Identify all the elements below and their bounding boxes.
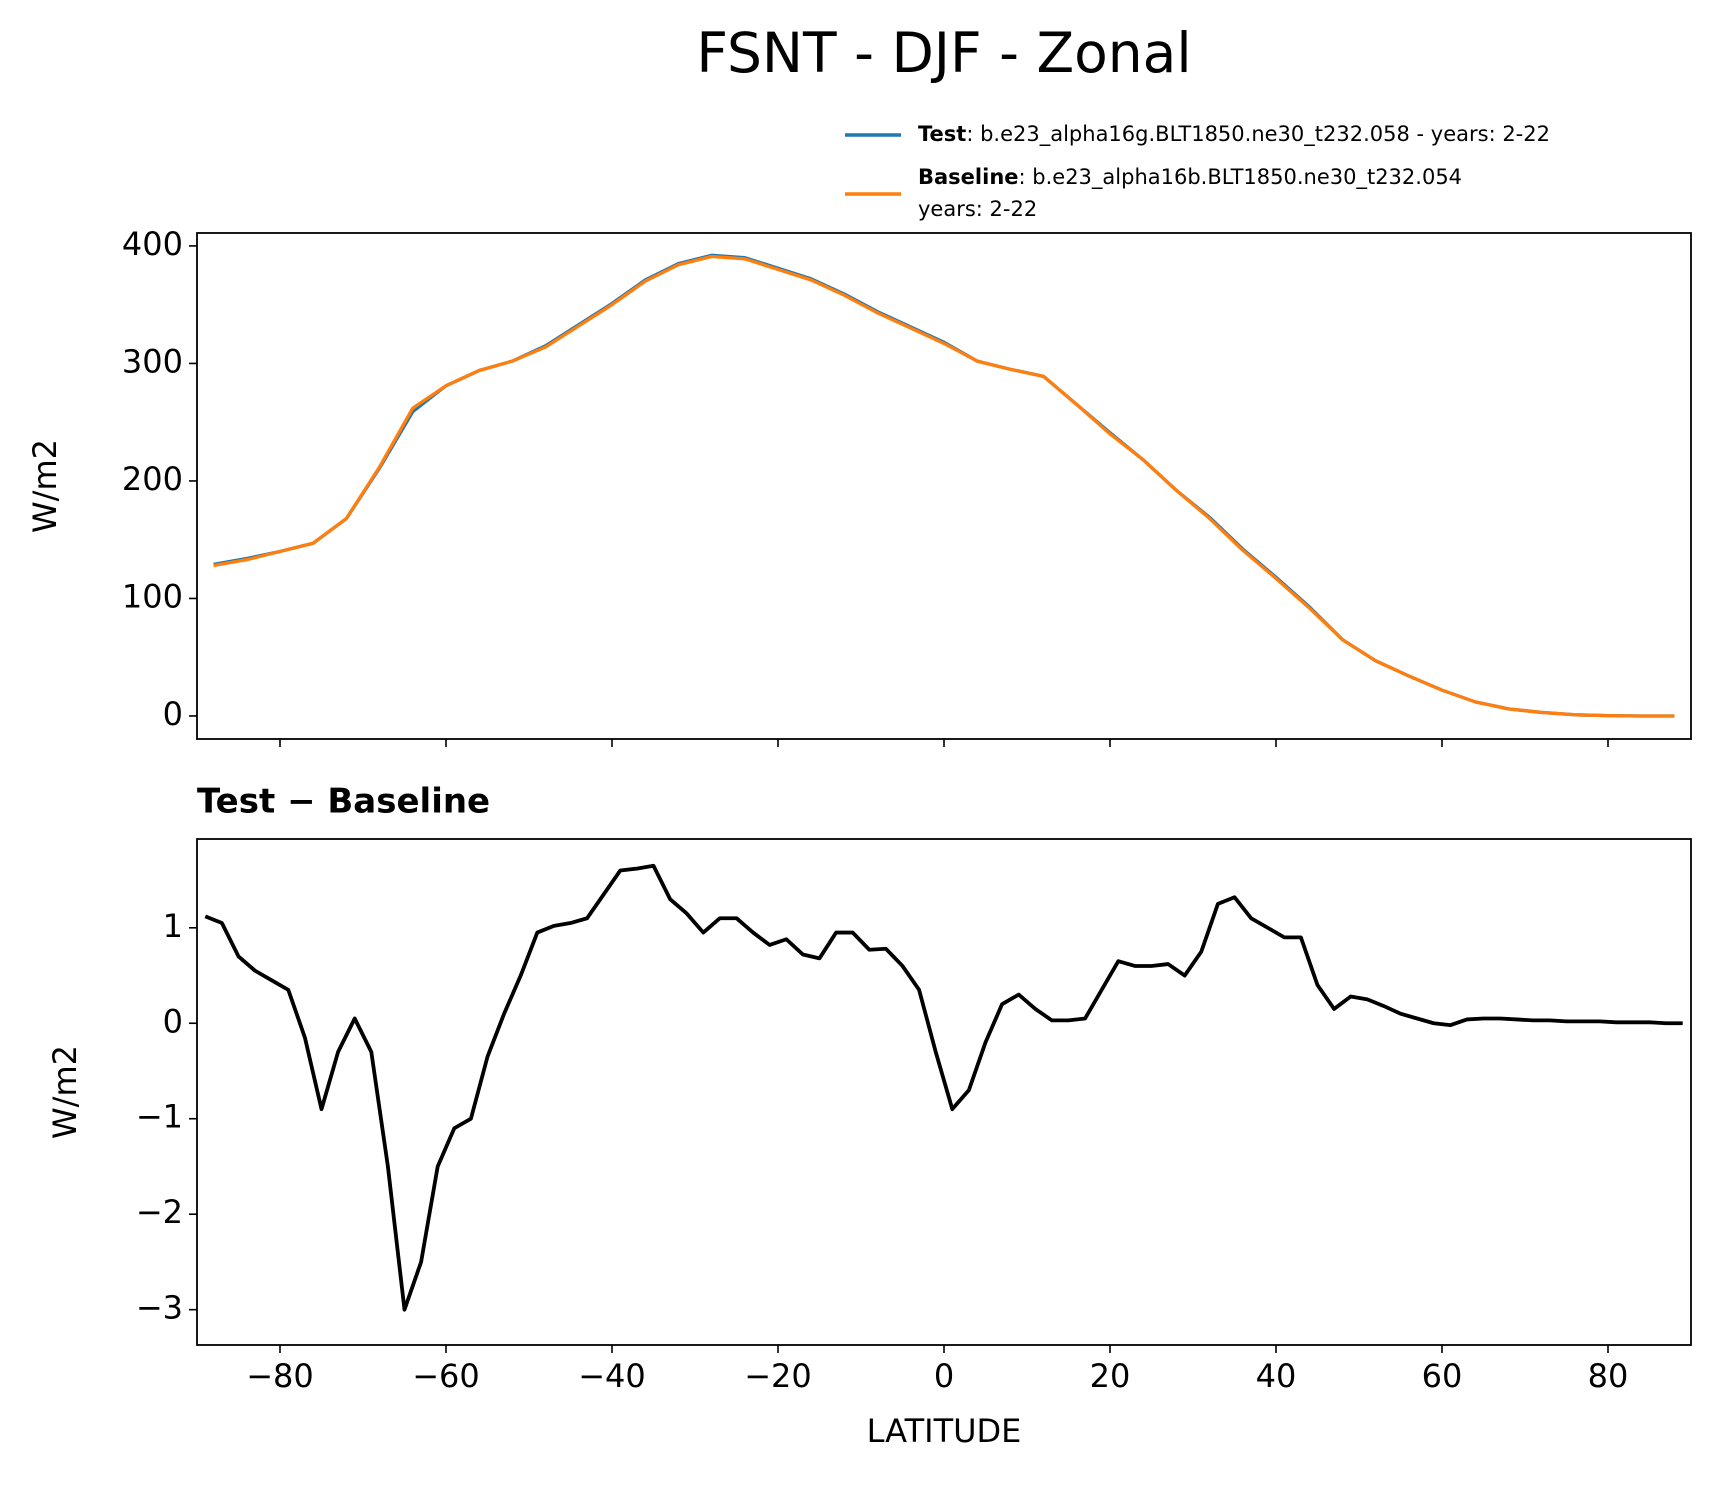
y-axis-label: W/m2 <box>26 439 64 533</box>
axes-frame <box>196 232 1692 740</box>
legend-description: years: 2-22 <box>918 197 1037 221</box>
x-tick-label: 0 <box>934 1357 954 1395</box>
y-tick-label: 100 <box>122 577 183 615</box>
y-tick-label: 400 <box>122 225 183 263</box>
plot-area <box>204 863 1683 1312</box>
x-tick-label: −60 <box>412 1357 480 1395</box>
legend-name: Test <box>918 122 966 146</box>
y-tick-label: 300 <box>122 342 183 380</box>
y-tick-label: 200 <box>122 460 183 498</box>
legend-description: : b.e23_alpha16g.BLT1850.ne30_t232.058 -… <box>966 122 1550 147</box>
series-line <box>204 863 1683 1312</box>
x-tick-label: −20 <box>744 1357 812 1395</box>
axes-frame <box>196 838 1692 1346</box>
y-tick-label: 0 <box>163 1002 183 1040</box>
x-tick-label: 40 <box>1256 1357 1297 1395</box>
y-tick-label: 0 <box>163 695 183 733</box>
x-tick-label: 60 <box>1422 1357 1463 1395</box>
legend-label: Baseline: b.e23_alpha16b.BLT1850.ne30_t2… <box>918 165 1462 190</box>
y-tick-label: −2 <box>136 1193 183 1231</box>
y-axis-label: W/m2 <box>46 1045 84 1139</box>
series-line <box>213 254 1675 718</box>
figure-title: FSNT - DJF - Zonal <box>696 21 1191 85</box>
y-tick-label: 1 <box>163 907 183 945</box>
x-axis-label: LATITUDE <box>867 1412 1022 1450</box>
subplot-title: Test − Baseline <box>197 782 490 822</box>
x-tick-label: −80 <box>246 1357 314 1395</box>
y-tick-label: −1 <box>136 1098 183 1136</box>
legend-label: Test: b.e23_alpha16g.BLT1850.ne30_t232.0… <box>918 122 1550 147</box>
legend-description: : b.e23_alpha16b.BLT1850.ne30_t232.054 <box>1019 165 1463 190</box>
y-tick-label: −3 <box>136 1289 183 1327</box>
legend-name: Baseline <box>918 165 1019 189</box>
x-tick-label: −40 <box>578 1357 646 1395</box>
x-tick-label: 20 <box>1090 1357 1131 1395</box>
plot-area <box>213 253 1675 718</box>
x-tick-label: 80 <box>1588 1357 1629 1395</box>
